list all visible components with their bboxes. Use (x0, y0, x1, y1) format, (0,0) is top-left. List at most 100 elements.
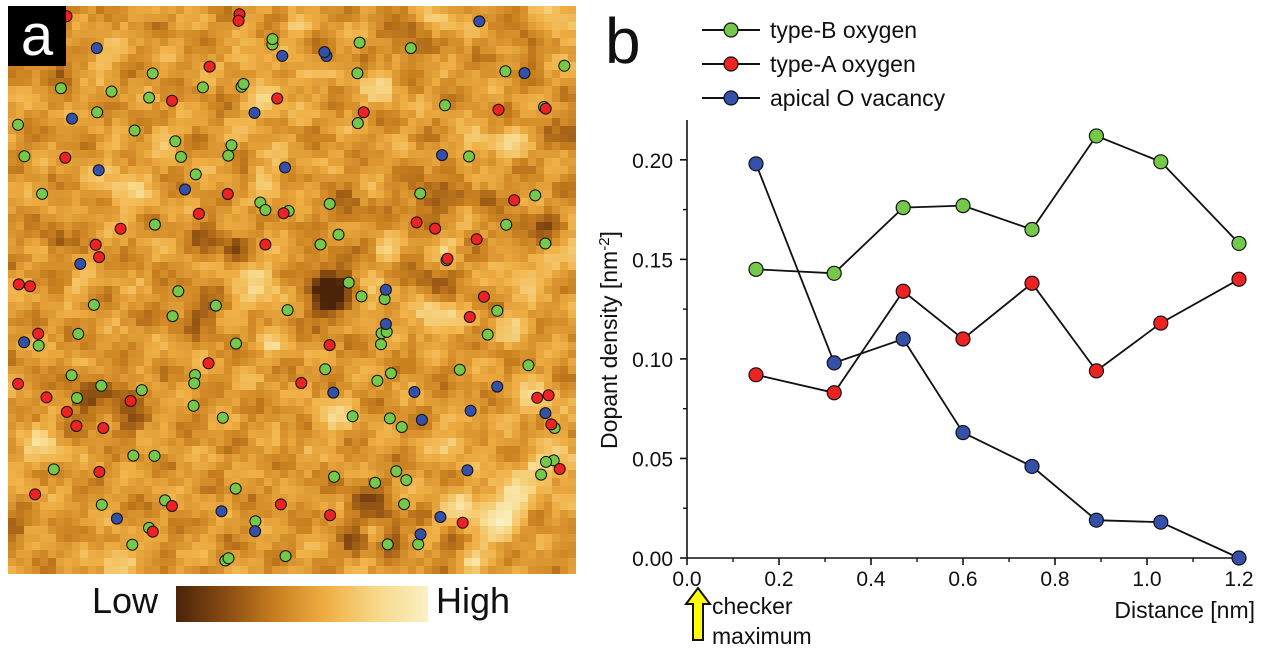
type-a-marker (277, 207, 290, 220)
type-a-marker (542, 389, 555, 402)
type-a-marker (295, 377, 308, 389)
vacancy-marker (518, 67, 531, 80)
data-point (895, 283, 911, 299)
type-b-marker (351, 67, 364, 80)
data-point (895, 331, 911, 347)
type-a-marker (539, 102, 552, 115)
data-point (1153, 154, 1169, 170)
type-b-marker (390, 465, 403, 478)
type-b-marker (91, 106, 104, 119)
type-a-marker (274, 498, 287, 511)
y-tick-label: 0.20 (632, 150, 673, 173)
type-a-marker (124, 395, 137, 407)
series-line-1 (755, 134, 1240, 275)
type-b-marker (400, 474, 413, 487)
type-a-marker (29, 488, 42, 501)
y-tick-label: 0.15 (632, 249, 673, 272)
type-b-marker (189, 168, 202, 181)
type-a-marker (146, 525, 159, 538)
type-b-marker (216, 411, 229, 424)
type-a-marker (553, 463, 566, 475)
x-tick-label: 1.0 (1132, 568, 1161, 591)
type-b-marker (105, 85, 118, 98)
type-b-marker (453, 363, 466, 376)
type-b-marker (342, 276, 355, 289)
vacancy-marker (327, 386, 340, 399)
type-b-marker (209, 299, 222, 312)
type-a-marker (508, 194, 521, 207)
vacancy-marker (110, 512, 123, 525)
type-b-marker (439, 99, 451, 112)
type-b-marker (47, 463, 60, 476)
vacancy-marker (215, 505, 228, 518)
type-b-marker (481, 328, 494, 341)
type-b-marker (323, 197, 336, 210)
vacancy-marker (491, 380, 504, 393)
type-b-marker (225, 139, 238, 152)
type-a-marker (203, 60, 216, 73)
vacancy-marker (473, 15, 486, 28)
vacancy-marker (379, 318, 392, 330)
type-b-marker (127, 449, 140, 462)
legend-label: apical O vacancy (770, 85, 946, 111)
type-b-marker (187, 399, 200, 412)
type-b-marker (87, 298, 100, 311)
legend-label: type-A oxygen (770, 51, 916, 77)
type-b-marker (166, 310, 179, 323)
vacancy-marker (18, 336, 31, 349)
type-b-marker (381, 538, 394, 551)
type-b-marker (540, 455, 552, 468)
data-point (1024, 221, 1040, 238)
vacancy-marker (92, 164, 105, 177)
type-b-marker (412, 538, 425, 551)
type-b-marker (71, 392, 83, 404)
type-b-marker (148, 218, 161, 231)
type-b-marker (54, 82, 67, 95)
type-b-marker (414, 187, 427, 200)
type-a-marker (456, 516, 469, 529)
data-point (895, 200, 911, 216)
data-point (1088, 128, 1105, 144)
vacancy-marker (414, 528, 427, 541)
type-a-marker (24, 280, 36, 293)
type-b-marker (128, 124, 141, 137)
x-tick-label: 0.6 (948, 568, 977, 591)
type-a-marker (323, 339, 336, 352)
data-point (826, 265, 842, 281)
vacancy-marker (179, 183, 191, 196)
vacancy-marker (464, 404, 477, 417)
type-b-marker (65, 369, 78, 382)
type-b-marker (539, 237, 552, 250)
type-b-marker (175, 150, 187, 163)
data-point (955, 424, 971, 441)
data-point (826, 355, 842, 371)
type-a-marker (93, 465, 106, 478)
y-axis-label-sup: -2 (596, 237, 613, 250)
type-a-marker (60, 405, 73, 418)
type-a-marker (202, 357, 215, 370)
type-a-marker (357, 106, 370, 119)
type-b-marker (18, 150, 31, 163)
type-b-marker (126, 538, 139, 551)
vacancy-marker (415, 413, 428, 426)
legend-marker (723, 90, 739, 106)
y-tick-label: 0.10 (632, 349, 673, 372)
type-b-marker (383, 412, 396, 425)
type-a-marker (12, 278, 25, 291)
type-b-marker (95, 379, 108, 392)
data-point (748, 367, 764, 383)
data-point (1088, 512, 1105, 528)
type-b-marker (351, 117, 364, 130)
y-axis-label: Dopant density [nm-2] (596, 231, 622, 449)
type-a-marker (271, 92, 284, 105)
type-b-marker (135, 384, 148, 397)
data-point (1024, 458, 1040, 475)
type-a-marker (93, 251, 106, 264)
type-b-marker (346, 410, 359, 423)
type-a-marker (470, 233, 483, 246)
x-tick-label: 0.8 (1040, 568, 1069, 591)
type-b-marker (72, 327, 85, 340)
series-points (748, 128, 1247, 566)
type-b-marker (529, 189, 542, 202)
type-a-marker (89, 238, 102, 251)
